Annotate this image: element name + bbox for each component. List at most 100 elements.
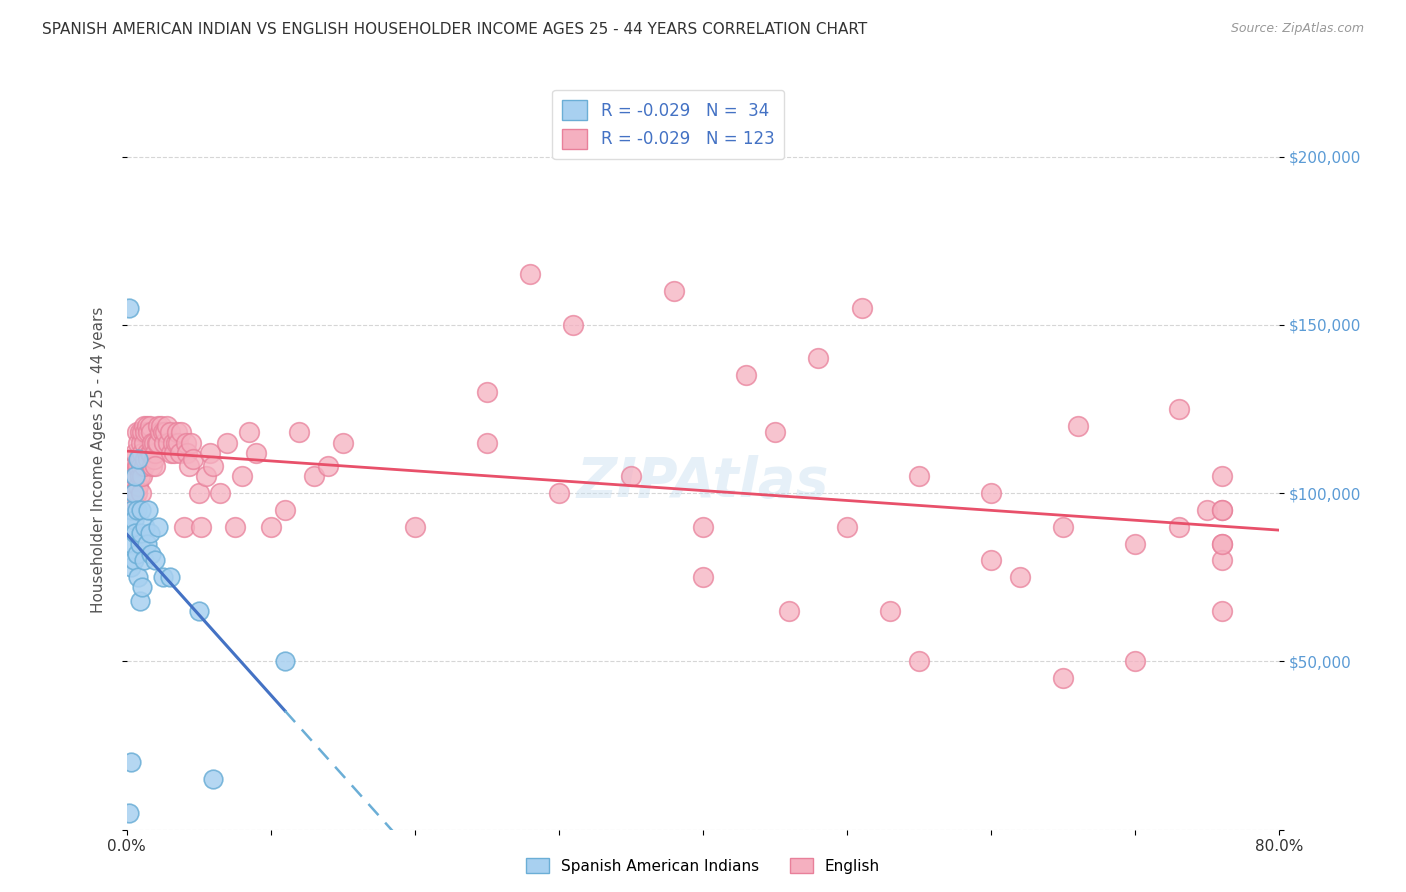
Point (122, 486, 145, 500)
Point (980, 486, 1002, 500)
Point (122, 553, 145, 567)
Point (980, 553, 1002, 567)
Point (134, 519, 156, 533)
Point (124, 492, 146, 507)
Point (141, 459, 163, 474)
Point (170, 425, 193, 440)
Point (152, 425, 174, 440)
Point (121, 503, 143, 517)
Point (157, 435, 180, 450)
Point (125, 486, 148, 500)
Point (145, 553, 166, 567)
Point (879, 604, 901, 618)
Point (139, 547, 162, 561)
Point (180, 435, 202, 450)
Point (122, 503, 145, 517)
Point (132, 459, 155, 474)
Point (851, 301, 873, 315)
Point (1211, 469, 1233, 483)
Point (153, 435, 176, 450)
Point (177, 459, 200, 474)
Point (129, 459, 152, 474)
Point (127, 479, 149, 493)
Point (159, 570, 181, 584)
Point (120, 560, 142, 574)
Point (202, 772, 225, 786)
Text: SPANISH AMERICAN INDIAN VS ENGLISH HOUSEHOLDER INCOME AGES 25 - 44 YEARS CORRELA: SPANISH AMERICAN INDIAN VS ENGLISH HOUSE… (42, 22, 868, 37)
Point (148, 418, 170, 433)
Point (475, 435, 498, 450)
Point (135, 536, 157, 550)
Point (404, 519, 426, 533)
Point (118, 805, 141, 820)
Point (166, 425, 188, 440)
Point (134, 425, 156, 440)
Point (190, 519, 212, 533)
Point (176, 445, 198, 459)
Point (148, 435, 170, 450)
Legend: R = -0.029   N =  34, R = -0.029   N = 123: R = -0.029 N = 34, R = -0.029 N = 123 (553, 90, 785, 159)
Point (121, 452, 143, 467)
Point (124, 445, 146, 459)
Point (131, 469, 153, 483)
Point (122, 459, 145, 474)
Point (139, 445, 162, 459)
Point (1052, 519, 1074, 533)
Point (136, 503, 159, 517)
Point (908, 654, 931, 668)
Point (664, 284, 686, 298)
Point (121, 503, 143, 517)
Point (1125, 536, 1147, 550)
Point (120, 519, 142, 533)
Point (128, 452, 150, 467)
Point (132, 435, 155, 450)
Point (120, 756, 142, 770)
Point (318, 459, 340, 474)
Point (173, 519, 195, 533)
Point (135, 445, 157, 459)
Point (519, 268, 541, 282)
Point (152, 570, 174, 584)
Point (124, 469, 146, 483)
Point (125, 459, 148, 474)
Point (142, 452, 165, 467)
Point (122, 513, 145, 527)
Point (120, 469, 142, 483)
Point (620, 469, 643, 483)
Point (129, 486, 152, 500)
Point (274, 503, 297, 517)
Point (1067, 418, 1090, 433)
Point (259, 519, 281, 533)
Point (145, 459, 166, 474)
Point (202, 459, 225, 474)
Point (1211, 503, 1233, 517)
Point (156, 418, 179, 433)
Point (125, 503, 148, 517)
Point (128, 425, 150, 440)
Text: ZIPAtlas: ZIPAtlas (576, 455, 830, 508)
Point (807, 351, 830, 366)
Point (1197, 503, 1219, 517)
Point (692, 570, 714, 584)
Point (124, 526, 146, 541)
Point (763, 425, 786, 440)
Point (138, 418, 160, 433)
Point (1211, 503, 1233, 517)
Point (136, 425, 159, 440)
Point (1125, 654, 1147, 668)
Point (1211, 536, 1233, 550)
Point (908, 469, 931, 483)
Point (735, 368, 758, 383)
Point (124, 469, 146, 483)
Point (198, 445, 221, 459)
Point (146, 435, 169, 450)
Point (131, 425, 153, 440)
Point (138, 526, 160, 541)
Point (131, 580, 153, 594)
Point (132, 553, 155, 567)
Point (302, 469, 325, 483)
Point (187, 604, 209, 618)
Point (149, 425, 172, 440)
Point (548, 486, 571, 500)
Point (136, 452, 159, 467)
